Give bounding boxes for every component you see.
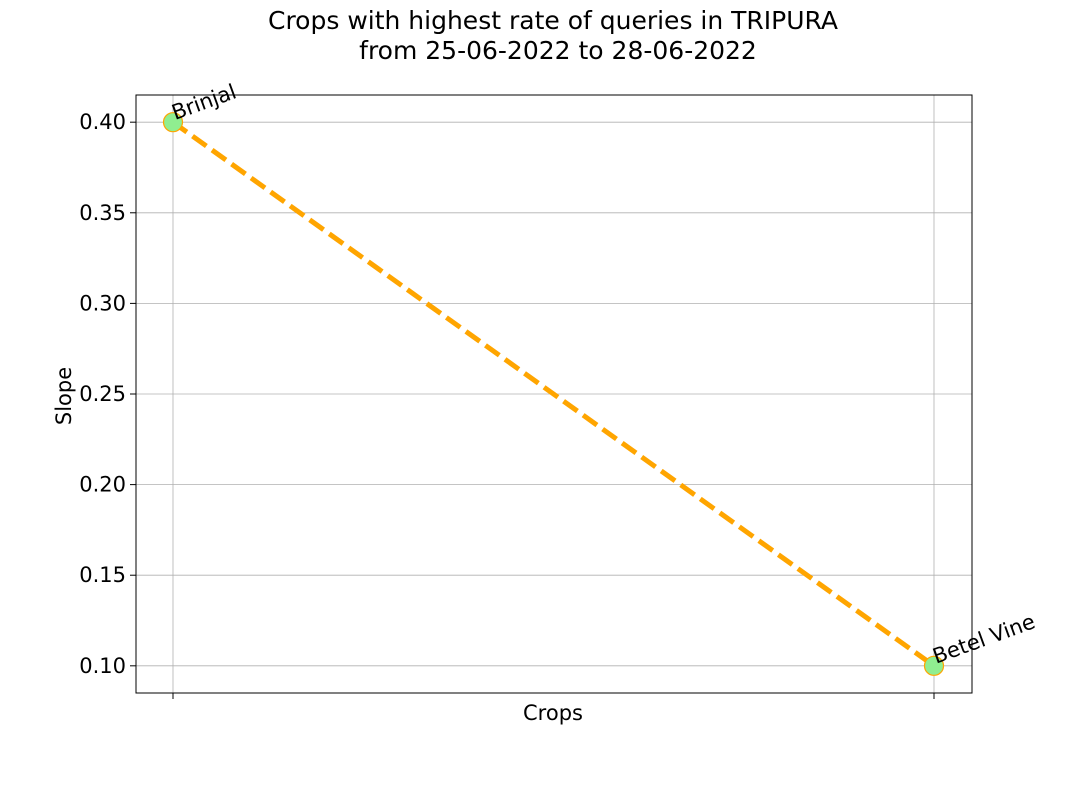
y-tick-label: 0.30	[79, 291, 126, 315]
x-ticks	[172, 693, 935, 699]
series: Brinjal Betel Vine	[162, 80, 1039, 676]
data-point	[162, 112, 184, 133]
grid	[136, 95, 972, 693]
chart-title-line-1: Crops with highest rate of queries in TR…	[268, 6, 838, 35]
y-tick-label: 0.15	[79, 563, 126, 587]
y-tick-label: 0.25	[79, 382, 126, 406]
y-axis-label: Slope	[52, 367, 76, 425]
y-ticks: 0.10 0.15 0.20 0.25 0.30 0.35 0.40	[79, 110, 136, 678]
series-line	[171, 120, 936, 668]
x-axis-label: Crops	[523, 701, 583, 725]
y-tick-label: 0.10	[79, 654, 126, 678]
data-point-label: Brinjal	[169, 80, 240, 125]
data-point	[923, 655, 945, 676]
y-tick-label: 0.35	[79, 201, 126, 225]
plot-frame	[135, 94, 973, 694]
y-tick-label: 0.40	[79, 110, 126, 134]
data-point-label: Betel Vine	[930, 609, 1039, 668]
y-tick-label: 0.20	[79, 473, 126, 497]
chart-title-line-2: from 25-06-2022 to 28-06-2022	[359, 36, 757, 65]
